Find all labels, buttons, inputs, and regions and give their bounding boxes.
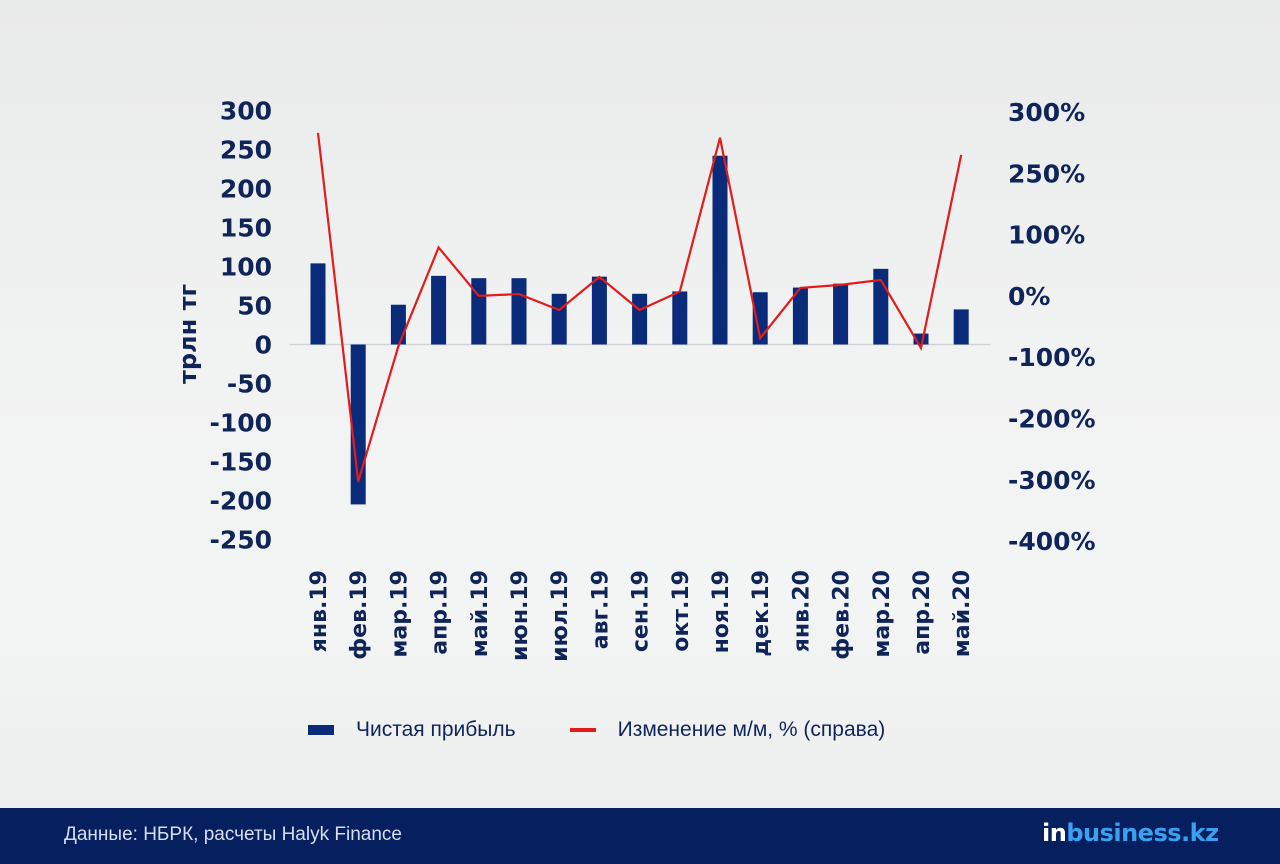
category-label: сен.19 bbox=[629, 570, 654, 652]
profit-bar bbox=[913, 333, 929, 345]
left-axis-tick: -250 bbox=[209, 526, 272, 555]
category-label: май.20 bbox=[950, 570, 975, 657]
right-axis-tick: 250% bbox=[1008, 159, 1085, 188]
profit-bar bbox=[350, 344, 366, 505]
category-label: ноя.19 bbox=[709, 570, 734, 653]
profit-bar bbox=[551, 293, 567, 345]
category-label: июл.19 bbox=[548, 570, 573, 662]
category-label: дек.19 bbox=[749, 570, 774, 657]
category-label: фев.19 bbox=[347, 570, 372, 660]
category-label: авг.19 bbox=[588, 570, 613, 649]
footer-bar: Данные: НБРК, расчеты Halyk Finance inbu… bbox=[0, 808, 1280, 864]
left-axis-tick: 100 bbox=[220, 253, 272, 282]
profit-bar bbox=[431, 275, 447, 345]
source-note: Данные: НБРК, расчеты Halyk Finance bbox=[64, 824, 402, 845]
left-axis-tick: 50 bbox=[237, 292, 272, 321]
legend: Чистая прибыль Изменение м/м, % (справа) bbox=[308, 718, 939, 742]
left-axis-tick: 200 bbox=[220, 175, 272, 204]
bar-swatch-icon bbox=[308, 725, 334, 735]
category-label: апр.20 bbox=[910, 570, 935, 655]
category-label: окт.19 bbox=[669, 570, 694, 652]
profit-bar bbox=[632, 293, 648, 345]
category-label: май.19 bbox=[468, 570, 493, 657]
logo-part-in: in bbox=[1042, 819, 1067, 847]
inbusiness-logo[interactable]: inbusiness.kz bbox=[1042, 819, 1219, 847]
right-axis-tick: -200% bbox=[1008, 405, 1096, 434]
category-label: янв.19 bbox=[307, 570, 332, 652]
legend-item-mom-change: Изменение м/м, % (справа) bbox=[569, 718, 886, 742]
left-axis-tick: -200 bbox=[209, 487, 272, 516]
left-axis-tick: 150 bbox=[220, 214, 272, 243]
category-label: янв.20 bbox=[789, 570, 814, 652]
y-axis-title: трлн тг bbox=[174, 284, 202, 384]
right-axis-tick: -100% bbox=[1008, 343, 1096, 372]
mom-change-line bbox=[316, 132, 963, 482]
right-axis-tick: 300% bbox=[1008, 98, 1085, 127]
left-axis-tick: 300 bbox=[220, 97, 272, 126]
category-label: фев.20 bbox=[830, 570, 855, 660]
category-label: июн.19 bbox=[508, 570, 533, 661]
left-axis-tick: 0 bbox=[255, 331, 272, 360]
category-label: мар.19 bbox=[387, 570, 412, 658]
profit-bar bbox=[712, 155, 728, 345]
legend-item-net-profit: Чистая прибыль bbox=[308, 718, 516, 742]
profit-bar bbox=[310, 263, 326, 345]
line-swatch-icon bbox=[569, 728, 596, 732]
profit-bar bbox=[953, 309, 969, 345]
right-axis-tick: 0% bbox=[1008, 282, 1050, 311]
logo-part-business: business.kz bbox=[1066, 819, 1219, 847]
left-axis-tick: -100 bbox=[209, 409, 272, 438]
legend-label-net-profit: Чистая прибыль bbox=[356, 718, 516, 741]
profit-bar bbox=[752, 292, 768, 345]
profit-bar bbox=[390, 304, 406, 345]
profit-bar bbox=[511, 278, 527, 345]
left-axis-tick: -150 bbox=[209, 448, 272, 477]
right-axis-tick: -300% bbox=[1008, 466, 1096, 495]
right-axis-tick: -400% bbox=[1008, 527, 1096, 556]
category-label: апр.19 bbox=[428, 570, 453, 655]
profit-bar bbox=[792, 287, 808, 345]
right-axis-tick: 100% bbox=[1008, 221, 1085, 250]
combo-chart: трлн тг 300 250 200 150 100 50 0 -50 -100 -150 -20… bbox=[174, 97, 1096, 662]
profit-bar bbox=[672, 291, 688, 345]
left-axis-tick: 250 bbox=[220, 136, 272, 165]
legend-label-mom-change: Изменение м/м, % (справа) bbox=[617, 718, 886, 741]
category-label: мар.20 bbox=[870, 570, 895, 658]
profit-bar bbox=[833, 283, 849, 345]
left-axis-tick: -50 bbox=[227, 370, 272, 399]
profit-bar bbox=[591, 276, 607, 345]
